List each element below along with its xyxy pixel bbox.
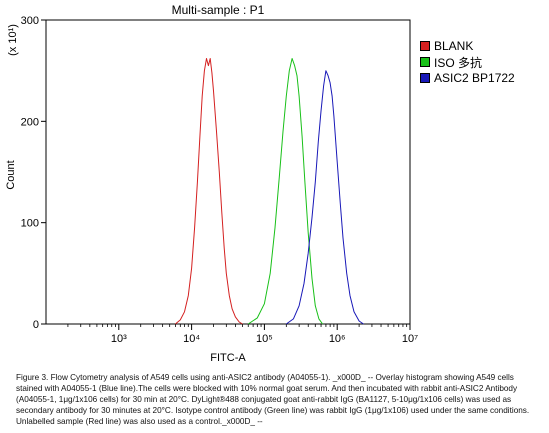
- legend: BLANK ISO 多抗 ASIC2 BP1722: [420, 38, 515, 86]
- x-tick-label: 10⁵: [256, 333, 273, 345]
- series-line-1: [175, 58, 243, 325]
- chart-title: Multi-sample : P1: [172, 3, 265, 17]
- series-line-3: [286, 70, 364, 325]
- legend-label: BLANK: [434, 39, 474, 53]
- y-axis-ticks: 0 100 200 300: [21, 15, 46, 331]
- y-tick-label: 0: [33, 319, 39, 331]
- x-tick-label: 10⁴: [183, 333, 200, 345]
- histogram-series: [175, 58, 364, 325]
- figure-caption: Figure 3. Flow Cytometry analysis of A54…: [16, 373, 530, 426]
- legend-label: ISO 多抗: [434, 55, 483, 70]
- legend-item: ISO 多抗: [420, 54, 515, 70]
- legend-item: BLANK: [420, 38, 515, 54]
- y-tick-label: 300: [21, 15, 39, 27]
- x-axis-ticks: 10³ 10⁴ 10⁵ 10⁶ 10⁷: [67, 324, 418, 345]
- y-axis-label: Count: [5, 160, 17, 189]
- histogram-chart: Multi-sample : P1 (x 10¹) Count FITC-A 0…: [5, 3, 418, 364]
- legend-item: ASIC2 BP1722: [420, 70, 515, 86]
- x-tick-label: 10³: [111, 333, 127, 345]
- legend-swatch: [420, 57, 430, 67]
- x-axis-label: FITC-A: [210, 352, 246, 364]
- legend-swatch: [420, 73, 430, 83]
- series-line-2: [247, 58, 324, 325]
- y-tick-label: 100: [21, 218, 39, 230]
- legend-swatch: [420, 41, 430, 51]
- x-tick-label: 10⁶: [329, 333, 346, 345]
- plot-area-frame: [45, 19, 411, 325]
- x-tick-label: 10⁷: [402, 333, 418, 345]
- legend-label: ASIC2 BP1722: [434, 71, 515, 85]
- y-axis-multiplier: (x 10¹): [7, 24, 19, 56]
- y-tick-label: 200: [21, 116, 39, 128]
